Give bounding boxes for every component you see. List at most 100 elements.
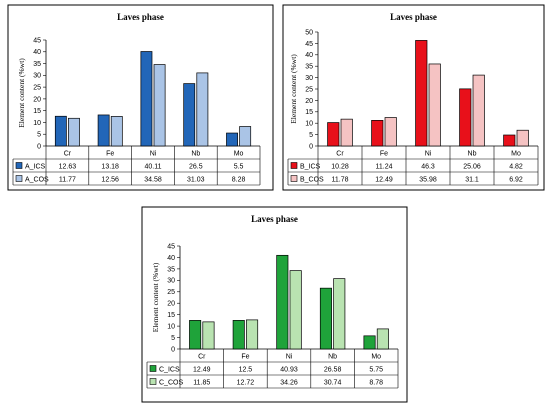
- y-tick-label: 10: [167, 324, 175, 331]
- bar-B_ICS-Fe: [371, 120, 384, 147]
- y-tick-label: 30: [33, 73, 41, 80]
- data-label-A_ICS-Mo: 5.5: [234, 163, 244, 170]
- data-label-A_COS-Cr: 11.77: [59, 176, 76, 183]
- data-label-C_ICS-Fe: 12.5: [239, 366, 253, 373]
- y-tick-label: 20: [305, 98, 313, 105]
- bar-C_ICS-Nb: [319, 287, 332, 350]
- panel-border: [7, 4, 274, 191]
- bar-A_ICS-Nb: [183, 83, 196, 147]
- data-label-C_ICS-Cr: 12.49: [193, 366, 211, 373]
- x-category-label: Nb: [191, 151, 200, 158]
- y-tick-label: 35: [33, 61, 41, 68]
- y-tick-label: 40: [167, 255, 175, 262]
- data-label-A_ICS-Cr: 12.63: [59, 163, 77, 170]
- data-label-C_ICS-Ni: 40.93: [280, 366, 298, 373]
- bar-C_ICS-Mo: [363, 335, 376, 350]
- y-axis-label: Element content (%wt): [289, 54, 298, 124]
- x-category-label: Nb: [468, 151, 477, 158]
- legend-swatch-A_ICS: [15, 162, 23, 169]
- data-label-C_COS-Mo: 8.78: [369, 379, 383, 386]
- y-axis-label: Element content (%wt): [17, 58, 26, 128]
- y-tick-label: 50: [305, 29, 313, 36]
- legend-label-C_COS: C_COS: [159, 379, 183, 386]
- y-axis-label: Element content (%wt): [151, 262, 160, 332]
- x-category-label: Mo: [234, 151, 244, 158]
- y-tick-label: 0: [37, 143, 41, 150]
- data-label-A_COS-Mo: 8.28: [232, 176, 246, 183]
- data-label-A_ICS-Ni: 40.11: [145, 163, 162, 170]
- y-tick-label: 5: [309, 132, 313, 139]
- x-category-label: Fe: [380, 151, 388, 158]
- panel-border: [282, 4, 545, 191]
- data-label-C_COS-Fe: 12.72: [237, 379, 255, 386]
- y-tick-label: 30: [305, 75, 313, 82]
- y-tick-label: 35: [167, 266, 175, 273]
- chart-panel-3: Laves phase Element content (%wt) 0 5 10 15 20…: [141, 206, 408, 403]
- bar-A_ICS-Cr: [54, 115, 67, 147]
- data-label-B_COS-Fe: 12.49: [375, 176, 393, 183]
- y-tick-label: 35: [305, 64, 313, 71]
- data-label-C_COS-Cr: 11.85: [193, 379, 210, 386]
- data-label-C_ICS-Mo: 5.75: [369, 366, 383, 373]
- bar-A_COS-Fe: [110, 116, 123, 147]
- y-tick-label: 45: [167, 243, 175, 250]
- y-tick-label: 10: [33, 120, 41, 127]
- bar-A_COS-Cr: [68, 117, 80, 147]
- x-category-label: Fe: [106, 151, 114, 158]
- bar-B_COS-Mo: [516, 129, 529, 147]
- legend-label-B_COS: B_COS: [300, 176, 324, 183]
- y-tick-label: 5: [37, 132, 41, 139]
- data-label-B_ICS-Fe: 11.24: [376, 163, 393, 170]
- x-category-label: Fe: [241, 354, 249, 361]
- legend-label-A_ICS: A_ICS: [25, 163, 46, 170]
- legend-swatch-C_COS: [149, 378, 157, 385]
- data-label-C_COS-Ni: 34.26: [280, 379, 298, 386]
- data-label-B_ICS-Ni: 46.3: [421, 163, 435, 170]
- data-label-B_COS-Cr: 11.78: [332, 176, 349, 183]
- bar-B_ICS-Ni: [415, 40, 428, 147]
- bar-C_COS-Nb: [333, 278, 346, 350]
- x-category-label: Cr: [336, 151, 344, 158]
- bar-C_COS-Ni: [289, 270, 302, 350]
- y-tick-label: 25: [33, 85, 41, 92]
- data-label-A_COS-Nb: 31.03: [187, 176, 205, 183]
- data-label-B_COS-Ni: 35.98: [419, 176, 437, 183]
- legend-label-B_ICS: B_ICS: [300, 163, 321, 170]
- data-label-C_COS-Nb: 30.74: [324, 379, 342, 386]
- bar-A_COS-Nb: [196, 72, 209, 147]
- bar-B_COS-Nb: [472, 74, 485, 147]
- bar-A_ICS-Fe: [97, 114, 110, 147]
- bar-A_COS-Ni: [153, 64, 166, 147]
- bar-C_ICS-Cr: [189, 320, 202, 350]
- bar-C_COS-Mo: [376, 328, 389, 350]
- x-category-label: Mo: [511, 151, 521, 158]
- x-category-label: Mo: [371, 354, 381, 361]
- bar-C_COS-Fe: [246, 319, 259, 350]
- y-tick-label: 45: [33, 37, 41, 44]
- legend-label-A_COS: A_COS: [25, 176, 49, 183]
- y-tick-label: 25: [167, 289, 175, 296]
- bar-C_ICS-Fe: [232, 320, 245, 350]
- data-label-B_COS-Mo: 6.92: [509, 176, 523, 183]
- data-label-A_ICS-Fe: 13.18: [101, 163, 119, 170]
- bar-C_ICS-Ni: [276, 254, 289, 350]
- legend-label-C_ICS: C_ICS: [159, 366, 180, 373]
- y-tick-label: 15: [167, 312, 175, 319]
- bar-A_COS-Mo: [239, 126, 252, 147]
- y-tick-label: 0: [171, 346, 175, 353]
- bar-A_ICS-Ni: [140, 51, 153, 147]
- legend-swatch-A_COS: [15, 175, 23, 182]
- data-label-A_COS-Fe: 12.56: [101, 176, 119, 183]
- legend-swatch-B_ICS: [290, 162, 298, 169]
- data-label-A_COS-Ni: 34.58: [144, 176, 162, 183]
- y-tick-label: 15: [305, 109, 313, 116]
- chart-title: Laves phase: [390, 12, 437, 22]
- y-tick-label: 40: [305, 52, 313, 59]
- y-tick-label: 5: [171, 335, 175, 342]
- panel-border: [141, 206, 408, 403]
- x-category-label: Ni: [425, 151, 432, 158]
- bar-B_ICS-Nb: [459, 88, 472, 147]
- bar-B_ICS-Cr: [327, 122, 340, 147]
- x-category-label: Nb: [328, 354, 337, 361]
